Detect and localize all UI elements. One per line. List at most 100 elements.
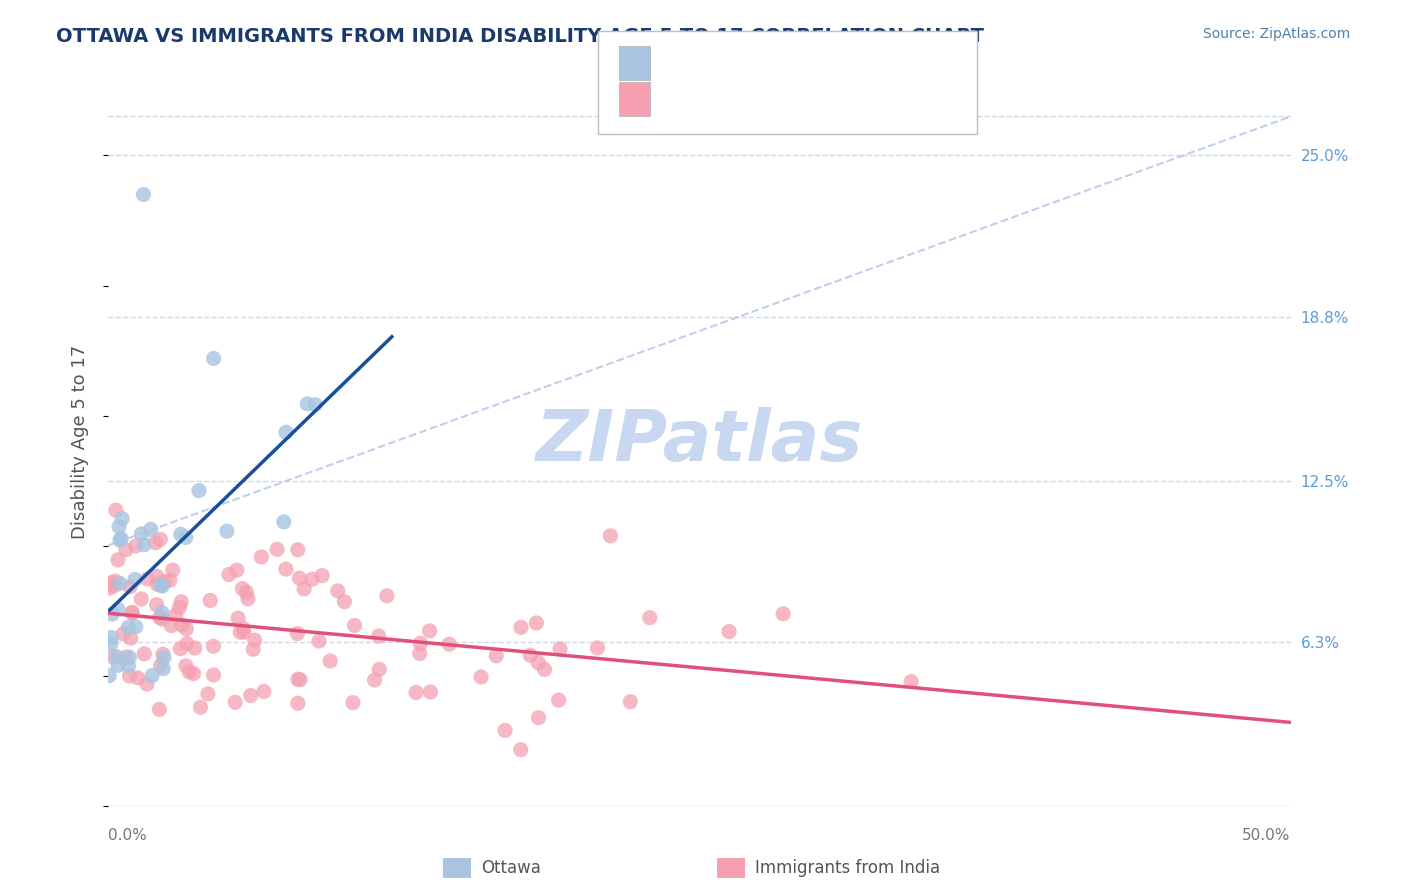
Point bbox=[519, 648, 541, 662]
Text: 50.0%: 50.0% bbox=[1243, 828, 1291, 843]
Point bbox=[548, 641, 571, 656]
Point bbox=[225, 563, 247, 577]
Point bbox=[231, 582, 253, 596]
Point bbox=[200, 593, 222, 607]
Point bbox=[215, 524, 238, 538]
Point bbox=[152, 662, 174, 676]
Point bbox=[253, 684, 276, 698]
Point bbox=[718, 624, 741, 639]
Point bbox=[153, 574, 176, 589]
Point bbox=[184, 641, 207, 656]
Point bbox=[235, 585, 257, 599]
Point bbox=[509, 742, 531, 756]
Point bbox=[165, 607, 187, 622]
Point bbox=[297, 397, 319, 411]
Y-axis label: Disability Age 5 to 17: Disability Age 5 to 17 bbox=[72, 344, 89, 539]
Point bbox=[150, 612, 173, 626]
Point bbox=[107, 602, 129, 616]
Point bbox=[326, 583, 349, 598]
Point bbox=[120, 631, 142, 645]
Point bbox=[419, 624, 441, 638]
Point bbox=[112, 627, 135, 641]
Point bbox=[226, 611, 249, 625]
Point bbox=[101, 649, 124, 664]
Point bbox=[183, 666, 205, 681]
Point bbox=[638, 610, 661, 624]
Point bbox=[285, 626, 308, 640]
Point bbox=[292, 582, 315, 596]
Point bbox=[301, 572, 323, 586]
Point bbox=[132, 538, 155, 552]
Point bbox=[319, 654, 342, 668]
Point bbox=[242, 642, 264, 657]
Point bbox=[494, 723, 516, 738]
Point bbox=[900, 674, 922, 689]
Point bbox=[104, 503, 127, 517]
Point bbox=[129, 591, 152, 606]
Point bbox=[179, 665, 201, 679]
Point bbox=[118, 650, 141, 665]
Point bbox=[107, 553, 129, 567]
Point bbox=[266, 542, 288, 557]
Point bbox=[288, 571, 311, 585]
Point bbox=[162, 563, 184, 577]
Point bbox=[375, 589, 398, 603]
Point bbox=[103, 579, 125, 593]
Point bbox=[150, 606, 173, 620]
Point bbox=[108, 576, 131, 591]
Point bbox=[288, 673, 311, 687]
Point bbox=[273, 515, 295, 529]
Point bbox=[485, 648, 508, 663]
Point bbox=[772, 607, 794, 621]
Point bbox=[243, 633, 266, 648]
Point bbox=[100, 631, 122, 645]
Point bbox=[533, 662, 555, 676]
Point bbox=[409, 647, 432, 661]
Point bbox=[439, 637, 461, 651]
Point bbox=[115, 542, 138, 557]
Point bbox=[586, 640, 609, 655]
Point bbox=[224, 695, 246, 709]
Point bbox=[146, 577, 169, 591]
Text: R = -0.185    N = 112: R = -0.185 N = 112 bbox=[665, 85, 859, 103]
Point bbox=[174, 531, 197, 545]
Text: Immigrants from India: Immigrants from India bbox=[755, 859, 941, 877]
Point bbox=[150, 579, 173, 593]
Point bbox=[343, 618, 366, 632]
Text: ZIPatlas: ZIPatlas bbox=[536, 407, 863, 476]
Point bbox=[131, 527, 153, 541]
Point bbox=[127, 671, 149, 685]
Point bbox=[152, 647, 174, 661]
Point bbox=[136, 572, 159, 586]
Point bbox=[239, 689, 262, 703]
Point bbox=[150, 578, 173, 592]
Point bbox=[368, 662, 391, 676]
Point bbox=[311, 568, 333, 582]
Point bbox=[176, 637, 198, 651]
Point bbox=[619, 695, 641, 709]
Point bbox=[148, 702, 170, 716]
Point bbox=[132, 187, 155, 202]
Point bbox=[287, 542, 309, 557]
Point bbox=[333, 595, 356, 609]
Point bbox=[117, 620, 139, 634]
Point bbox=[190, 700, 212, 714]
Text: OTTAWA VS IMMIGRANTS FROM INDIA DISABILITY AGE 5 TO 17 CORRELATION CHART: OTTAWA VS IMMIGRANTS FROM INDIA DISABILI… bbox=[56, 27, 984, 45]
Point bbox=[308, 634, 330, 648]
Point bbox=[218, 567, 240, 582]
Text: Source: ZipAtlas.com: Source: ZipAtlas.com bbox=[1202, 27, 1350, 41]
Point bbox=[117, 658, 139, 673]
Point bbox=[121, 606, 143, 620]
Point bbox=[105, 649, 128, 664]
Point bbox=[599, 529, 621, 543]
Point bbox=[197, 687, 219, 701]
Point bbox=[170, 595, 193, 609]
Point bbox=[187, 483, 209, 498]
Point bbox=[124, 573, 146, 587]
Point bbox=[108, 533, 131, 548]
Point bbox=[409, 636, 432, 650]
Point bbox=[98, 581, 121, 595]
Point bbox=[121, 606, 143, 620]
Point bbox=[176, 622, 198, 636]
Point bbox=[136, 677, 159, 691]
